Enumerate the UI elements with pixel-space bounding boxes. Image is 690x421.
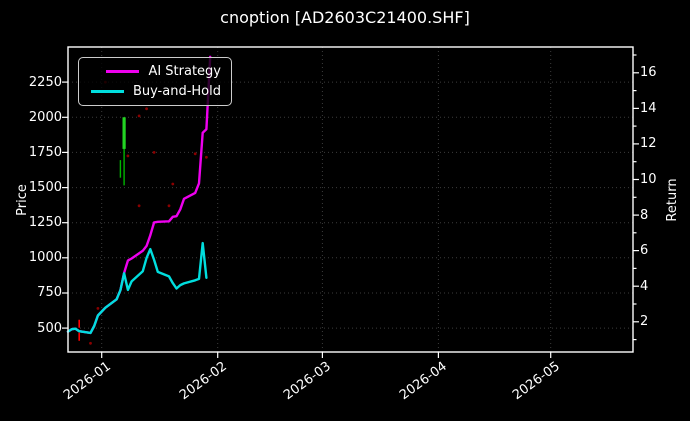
y-tick-label-return: 8 [640,207,649,223]
y-tick-label-return: 4 [640,278,649,294]
chart-title: cnoption [AD2603C21400.SHF] [220,8,470,27]
y-tick-label-return: 16 [640,65,657,81]
y-tick-label-price: 2250 [28,74,62,90]
y-tick-label-price: 1500 [28,180,62,196]
y-tick-label-price: 1250 [28,215,62,231]
legend: AI Strategy Buy-and-Hold [78,57,232,106]
y-tick-label-price: 500 [37,320,62,336]
y-tick-label-return: 2 [640,314,649,330]
y-tick-label-return: 10 [640,171,657,187]
y-tick-label-price: 1000 [28,250,62,266]
legend-item-buy-and-hold: Buy-and-Hold [88,84,221,99]
y-tick-label-return: 6 [640,243,649,259]
y-tick-label-return: 14 [640,100,657,116]
y-tick-label-price: 2000 [28,109,62,125]
buy-and-hold-line-swatch [90,89,124,94]
y-tick-label-price: 750 [37,285,62,301]
y-tick-label-return: 12 [640,136,657,152]
ai-strategy-line-swatch [106,69,140,74]
legend-label: AI Strategy [148,64,221,79]
legend-item-ai-strategy: AI Strategy [88,64,221,79]
legend-label: Buy-and-Hold [132,84,221,99]
y-tick-label-price: 1750 [28,144,62,160]
